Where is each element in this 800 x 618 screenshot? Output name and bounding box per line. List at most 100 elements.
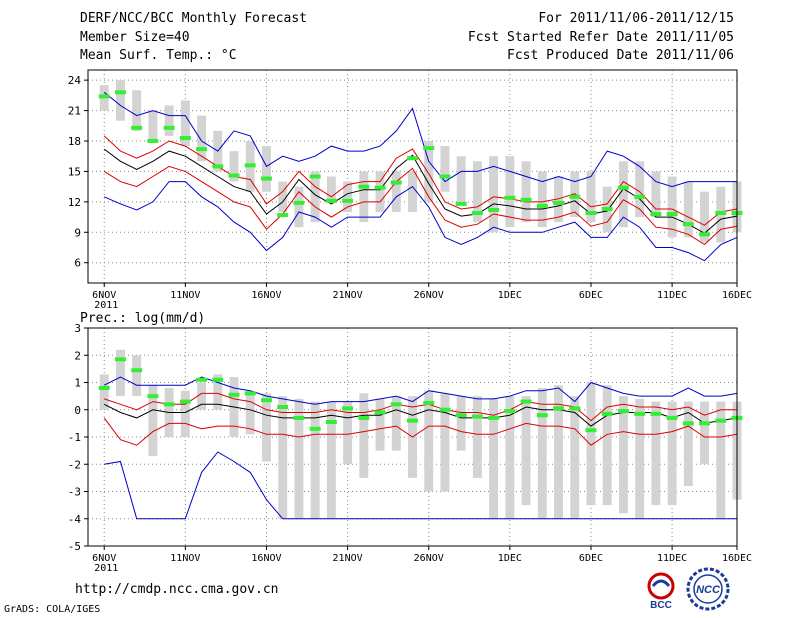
y-tick-label: 21 [68,105,81,118]
observed-marker [309,426,321,431]
prec-title: Prec.: log(mm/d) [80,311,205,326]
ensemble-box [391,171,401,212]
observed-marker [601,411,613,416]
x-tick-label: 6DEC [579,290,603,301]
observed-marker [504,409,516,414]
y-tick-label: -2 [68,458,81,471]
ensemble-lower-line [103,417,738,446]
y-tick-label: -5 [68,540,81,553]
observed-marker [212,377,224,382]
x-tick-label: 1DEC [498,290,522,301]
observed-marker [196,147,208,152]
observed-marker [212,164,224,169]
observed-marker [569,194,581,199]
observed-marker [244,391,256,396]
observed-marker [342,406,354,411]
observed-marker [536,203,548,208]
ensemble-box [424,141,434,202]
y-tick-label: -4 [68,513,82,526]
ensemble-box [440,393,450,492]
variable-label: Mean Surf. Temp.: °C [80,48,237,63]
ensemble-box [391,396,401,451]
ensemble-max-line [103,91,737,188]
ensemble-box [683,181,693,238]
ensemble-box [278,181,288,212]
observed-marker [358,415,370,420]
ensemble-box [716,401,726,519]
ensemble-box [618,161,628,228]
observed-marker [650,411,662,416]
ensemble-box [472,161,482,223]
observed-marker [569,406,581,411]
member-size-label: Member Size=40 [80,30,190,45]
ensemble-min-line [104,451,737,520]
ensemble-upper-line [103,135,738,226]
observed-marker [715,211,727,216]
y-tick-label: -1 [68,431,81,444]
x-tick-label: 6DEC [579,553,603,564]
observed-marker [277,213,289,218]
source-url[interactable]: http://cmdp.ncc.cma.gov.cn [75,582,279,597]
ensemble-box [700,191,710,243]
observed-marker [131,368,143,373]
ensemble-box [343,401,353,465]
observed-marker [374,185,386,190]
ensemble-box [229,151,239,182]
ensemble-box [570,396,580,519]
observed-marker [520,197,532,202]
ensemble-box [521,396,531,506]
ensemble-box [359,393,369,478]
observed-marker [617,409,629,414]
ensemble-box [375,171,385,212]
chart-title: DERF/NCC/BCC Monthly Forecast [80,11,307,26]
observed-marker [488,207,500,212]
ensemble-box [489,156,499,233]
ensemble-box [618,396,628,514]
observed-marker [715,418,727,423]
grads-credit: GrADS: COLA/IGES [4,604,101,615]
observed-marker [309,174,321,179]
ensemble-mean-line [103,148,738,234]
forecast-start-date: Fcst Started Refer Date 2011/11/05 [467,30,734,45]
ensemble-box [310,401,320,519]
ensemble-box [667,176,677,238]
observed-marker [407,156,418,161]
observed-marker [98,385,110,390]
y-tick-label: 24 [68,74,82,87]
observed-marker [536,413,548,418]
ensemble-box [180,100,190,147]
ensemble-box [359,171,369,223]
plot-frame [87,69,738,284]
observed-marker [114,90,126,95]
y-tick-label: 0 [74,404,81,417]
ensemble-lower-line [103,165,738,246]
observed-marker [666,415,678,420]
observed-marker [374,410,386,415]
x-tick-label: 11NOV [170,553,200,564]
ensemble-box [148,110,158,141]
ensemble-box [294,186,304,228]
x-tick-sublabel: 2011 [94,563,118,574]
observed-marker [634,411,646,416]
ensemble-box [245,390,255,435]
observed-marker [488,415,500,420]
x-tick-label: 26NOV [414,290,444,301]
observed-marker [228,392,240,397]
ensemble-box [586,382,596,506]
observed-marker [114,357,126,362]
observed-marker [423,146,435,151]
x-tick-label: 26NOV [414,553,444,564]
observed-marker [601,206,613,211]
ensemble-box [505,156,515,228]
y-tick-label: 6 [74,257,81,270]
observed-marker [390,402,402,407]
x-tick-label: 21NOV [333,290,363,301]
observed-marker [196,377,208,382]
ensemble-box [651,171,661,218]
observed-marker [455,413,467,418]
ensemble-box [635,398,645,519]
ncc-logo: NCC [686,567,730,611]
ensemble-box [554,385,563,519]
observed-marker [585,428,597,433]
observed-marker [244,163,256,168]
